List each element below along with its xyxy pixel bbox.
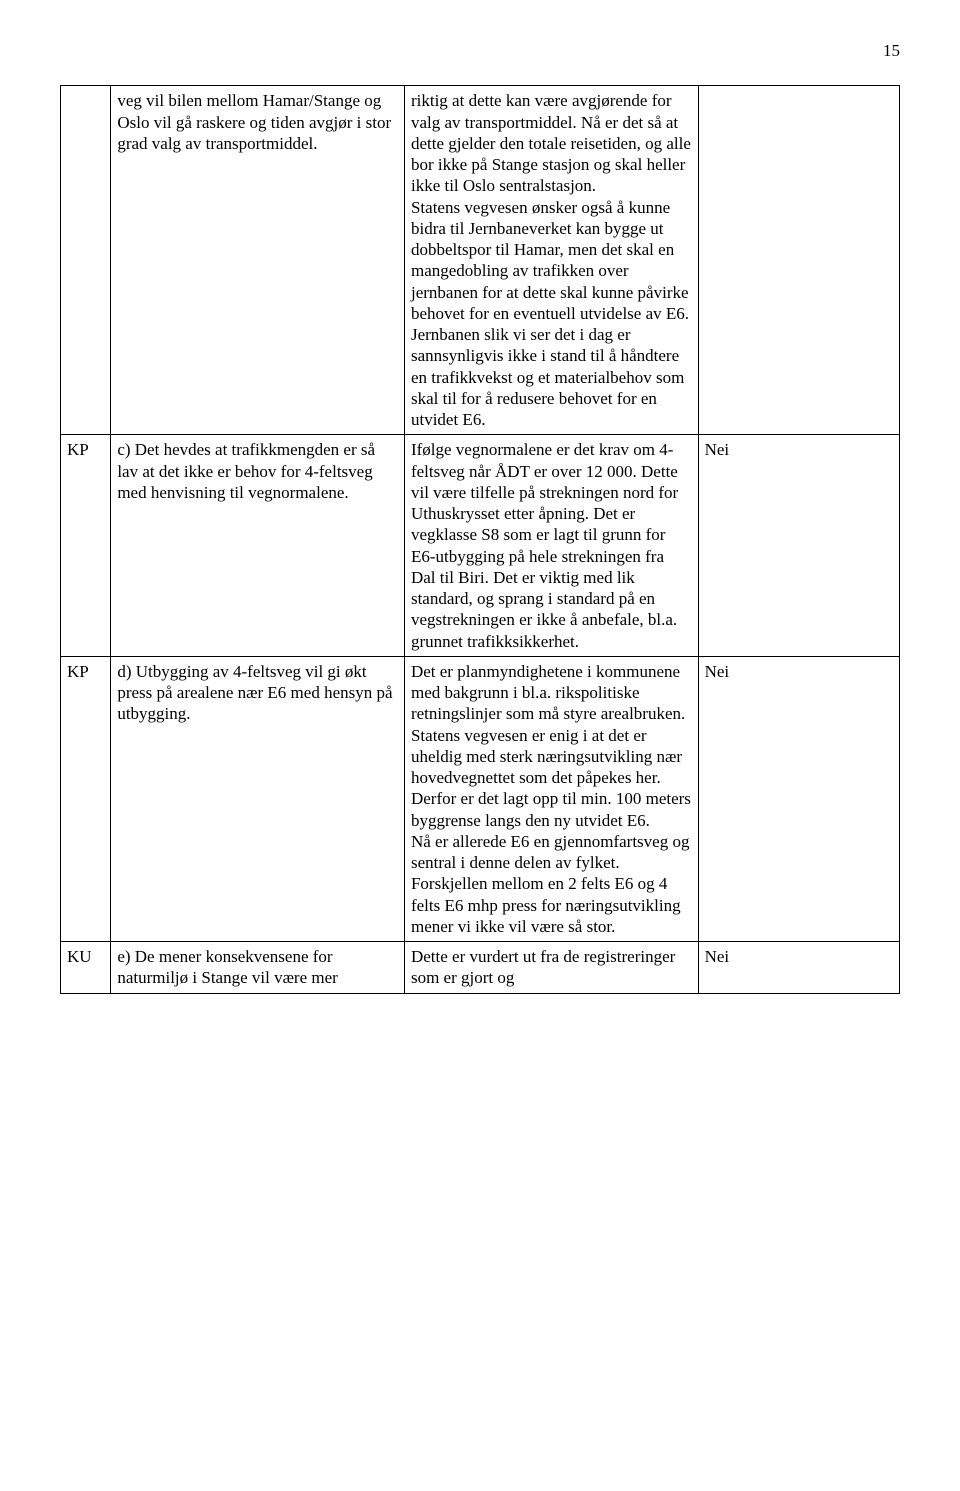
cell-right: Dette er vurdert ut fra de registreringe… — [404, 942, 698, 994]
cell-left: e) De mener konsekvensene for naturmiljø… — [111, 942, 405, 994]
cell-status: Nei — [698, 435, 899, 657]
cell-code: KP — [61, 435, 111, 657]
page-number: 15 — [60, 40, 900, 61]
cell-right: Ifølge vegnormalene er det krav om 4-fel… — [404, 435, 698, 657]
table-row: KP c) Det hevdes at trafikkmengden er så… — [61, 435, 900, 657]
cell-right: Det er planmyndighetene i kommunene med … — [404, 656, 698, 941]
cell-status — [698, 86, 899, 435]
cell-status: Nei — [698, 942, 899, 994]
cell-code — [61, 86, 111, 435]
cell-status: Nei — [698, 656, 899, 941]
table-row: KU e) De mener konsekvensene for naturmi… — [61, 942, 900, 994]
cell-left: d) Utbygging av 4-feltsveg vil gi økt pr… — [111, 656, 405, 941]
cell-right: riktig at dette kan være avgjørende for … — [404, 86, 698, 435]
table-row: KP d) Utbygging av 4-feltsveg vil gi økt… — [61, 656, 900, 941]
document-table: veg vil bilen mellom Hamar/Stange og Osl… — [60, 85, 900, 993]
table-row: veg vil bilen mellom Hamar/Stange og Osl… — [61, 86, 900, 435]
cell-code: KP — [61, 656, 111, 941]
cell-left: c) Det hevdes at trafikkmengden er så la… — [111, 435, 405, 657]
cell-code: KU — [61, 942, 111, 994]
cell-left: veg vil bilen mellom Hamar/Stange og Osl… — [111, 86, 405, 435]
